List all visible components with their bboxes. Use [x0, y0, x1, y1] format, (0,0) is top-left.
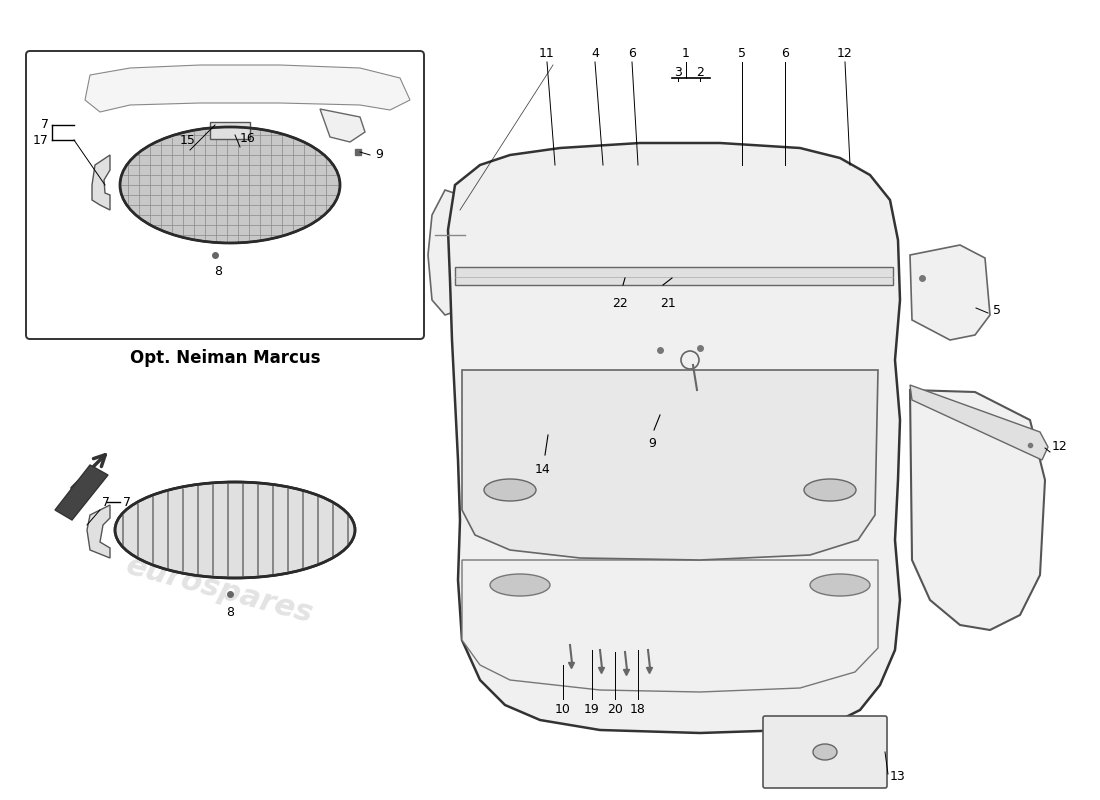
Polygon shape: [85, 65, 410, 112]
Text: 9: 9: [375, 149, 383, 162]
Text: 21: 21: [660, 297, 675, 310]
Ellipse shape: [116, 482, 355, 578]
Text: 6: 6: [628, 47, 636, 60]
FancyBboxPatch shape: [26, 51, 423, 339]
Text: eurospares: eurospares: [123, 551, 317, 629]
Text: 2: 2: [696, 66, 704, 79]
Text: 12: 12: [837, 47, 852, 60]
Text: eurospares: eurospares: [653, 551, 847, 629]
Polygon shape: [462, 370, 878, 560]
Text: 17: 17: [33, 134, 50, 146]
Text: 11: 11: [539, 47, 554, 60]
Ellipse shape: [490, 574, 550, 596]
Text: 6: 6: [781, 47, 789, 60]
Text: 12: 12: [1052, 441, 1068, 454]
Text: 1: 1: [682, 47, 690, 60]
Text: 9: 9: [648, 437, 656, 450]
Polygon shape: [448, 143, 900, 733]
Text: eurospares: eurospares: [593, 156, 786, 234]
Text: 13: 13: [890, 770, 905, 782]
Text: 7: 7: [41, 118, 50, 131]
Text: 5: 5: [993, 303, 1001, 317]
Text: 18: 18: [630, 703, 646, 716]
Text: 20: 20: [607, 703, 623, 716]
Ellipse shape: [804, 479, 856, 501]
Text: 7: 7: [102, 495, 110, 509]
Ellipse shape: [120, 127, 340, 243]
Text: m-parts: m-parts: [144, 160, 296, 230]
Ellipse shape: [810, 574, 870, 596]
Text: 5: 5: [738, 47, 746, 60]
Text: 7: 7: [123, 495, 131, 509]
Ellipse shape: [813, 744, 837, 760]
Polygon shape: [910, 245, 990, 340]
Text: 15: 15: [180, 134, 196, 147]
Polygon shape: [320, 109, 365, 142]
Text: 22: 22: [612, 297, 628, 310]
Text: 3: 3: [674, 66, 682, 79]
Polygon shape: [92, 155, 110, 210]
Text: 8: 8: [226, 606, 234, 619]
Text: 4: 4: [591, 47, 598, 60]
Polygon shape: [210, 122, 250, 139]
Polygon shape: [428, 190, 468, 315]
Polygon shape: [910, 385, 1048, 460]
Polygon shape: [87, 505, 110, 558]
Text: 19: 19: [584, 703, 600, 716]
Polygon shape: [455, 267, 893, 285]
Text: 8: 8: [214, 265, 222, 278]
Polygon shape: [462, 560, 878, 692]
FancyBboxPatch shape: [763, 716, 887, 788]
Polygon shape: [55, 465, 108, 520]
Text: 10: 10: [556, 703, 571, 716]
Text: Opt. Neiman Marcus: Opt. Neiman Marcus: [130, 349, 320, 367]
Text: 14: 14: [535, 463, 551, 476]
Ellipse shape: [484, 479, 536, 501]
Polygon shape: [910, 390, 1045, 630]
Text: 16: 16: [240, 132, 256, 145]
